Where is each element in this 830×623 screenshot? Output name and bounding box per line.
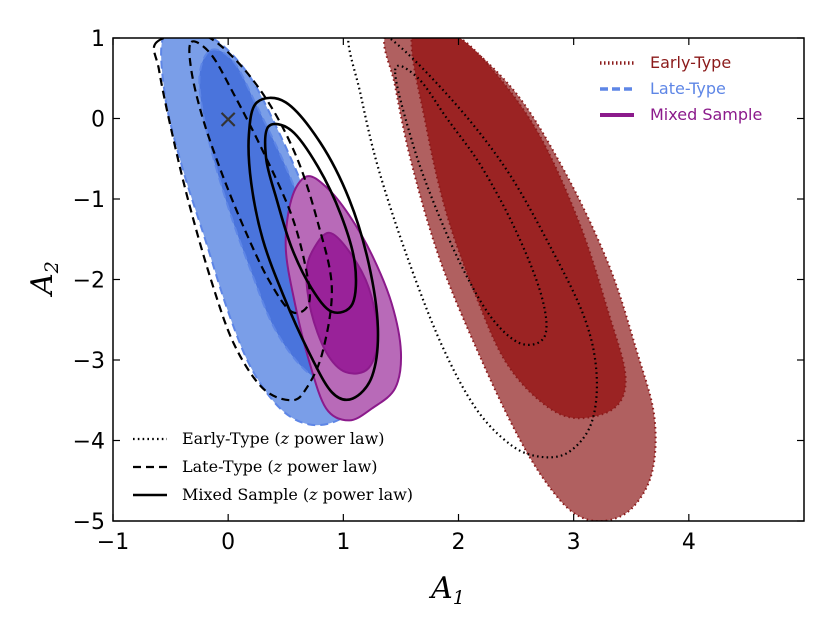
y-axis-label: A2	[25, 261, 63, 298]
y-tick-label: −1	[73, 188, 105, 213]
x-tick-label: 4	[682, 530, 696, 555]
y-tick-label: −3	[73, 349, 105, 374]
filled-contour-early-type-inner	[410, 38, 627, 420]
line-contours	[152, 38, 599, 459]
filled-contour-mixed-sample-inner	[305, 231, 379, 375]
y-tick-label: −4	[73, 430, 105, 455]
line-contour-late-type-z-power-law-inner	[188, 40, 312, 315]
line-contour-late-type-z-power-law-outer	[152, 38, 333, 402]
filled-contours	[160, 38, 657, 521]
axis-ticks: −1 0 1 2 3 4 1 0 −1 −2 −3 −4 −5	[73, 27, 804, 555]
legend-label-mixed-sample-power-law: Mixed Sample (z power law)	[182, 485, 413, 504]
legend-label-late-type-power-law: Late-Type (z power law)	[182, 457, 378, 476]
legend-label-mixed-sample: Mixed Sample	[650, 105, 762, 124]
y-tick-label: 0	[91, 108, 105, 133]
y-axis-label-main: A	[25, 273, 60, 298]
legend-bottom-left: Early-Type (z power law) Late-Type (z pow…	[133, 429, 413, 504]
x-tick-label: 1	[336, 530, 350, 555]
y-tick-label: 1	[91, 27, 105, 52]
legend-label-late-type: Late-Type	[650, 79, 726, 98]
legend-label-early-type: Early-Type	[650, 53, 731, 72]
origin-marker-group: ×	[217, 105, 239, 135]
legend-top-right: Early-Type Late-Type Mixed Sample	[600, 53, 762, 124]
x-axis-label-sub: 1	[453, 587, 465, 609]
origin-x-marker: ×	[217, 105, 239, 135]
x-axis-label-main: A	[428, 571, 453, 606]
y-axis-label-sub: 2	[41, 261, 63, 274]
x-tick-label: 2	[452, 530, 466, 555]
y-tick-label: −5	[73, 510, 105, 535]
line-contour-mixed-sample-z-power-law-inner	[263, 122, 358, 315]
legend-label-early-type-power-law: Early-Type (z power law)	[182, 429, 385, 448]
y-tick-label: −2	[73, 269, 105, 294]
x-tick-label: −1	[97, 530, 129, 555]
line-contour-early-type-z-power-law-inner	[394, 64, 548, 347]
x-tick-label: 0	[221, 530, 235, 555]
line-contour-early-type-z-power-law-outer	[347, 38, 599, 459]
line-contour-mixed-sample-z-power-law-outer	[247, 96, 380, 402]
x-tick-label: 3	[567, 530, 581, 555]
x-axis-label: A1	[428, 571, 465, 609]
